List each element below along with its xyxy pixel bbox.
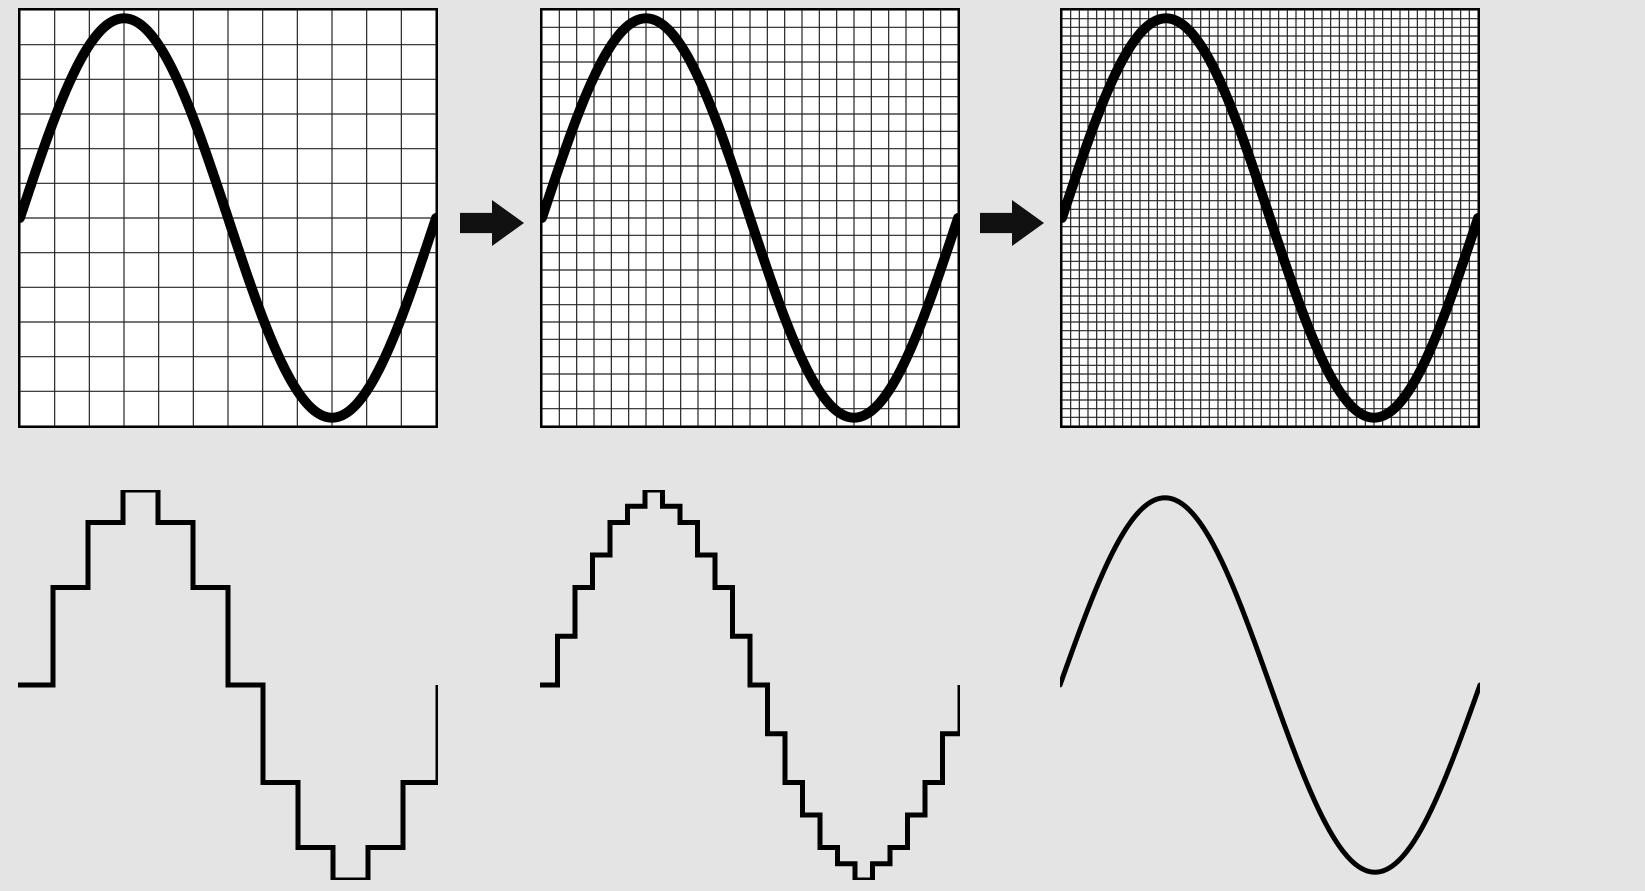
reconstruction-fine: [1060, 490, 1480, 880]
diagram-root: [0, 0, 1645, 891]
grid-panel-coarse-svg: [20, 10, 436, 426]
grid-panel-medium: [540, 8, 960, 428]
grid-panel-medium-svg: [542, 10, 958, 426]
arrow-icon: [460, 200, 524, 251]
reconstruction-coarse-svg: [18, 490, 438, 880]
grid-panel-fine: [1060, 8, 1480, 428]
arrow-icon: [980, 200, 1044, 251]
reconstruction-coarse: [18, 490, 438, 880]
reconstruction-medium-svg: [540, 490, 960, 880]
grid-panel-coarse: [18, 8, 438, 428]
grid-panel-fine-svg: [1062, 10, 1478, 426]
reconstruction-fine-svg: [1060, 490, 1480, 880]
reconstruction-medium: [540, 490, 960, 880]
